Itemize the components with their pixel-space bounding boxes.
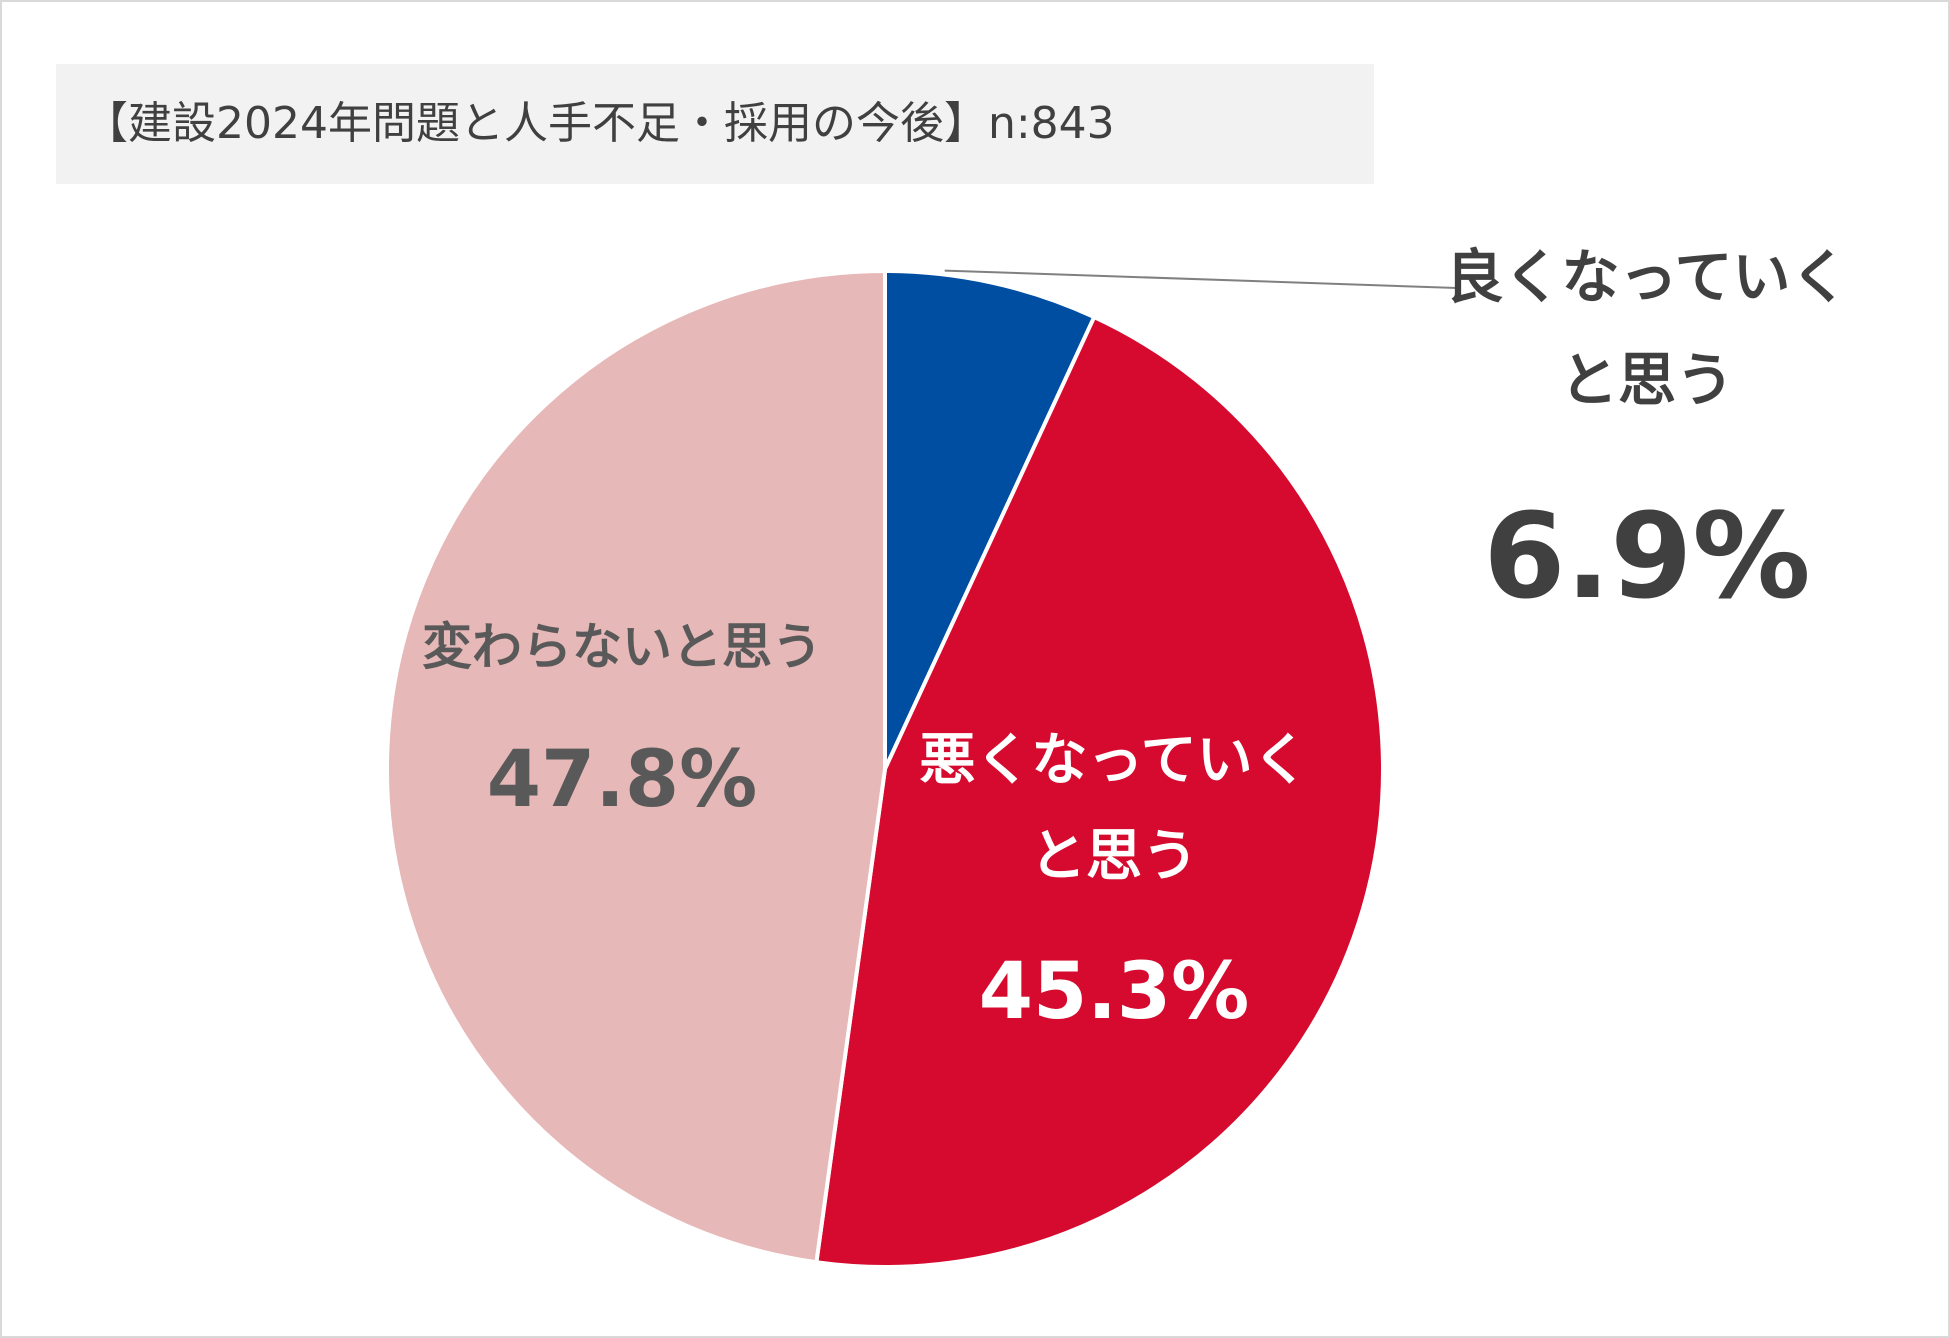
pie-labels: 良くなっていくと思う6.9%悪くなっていくと思う45.3%変わらないと思う47.… [422,243,1849,1037]
pie-slices [385,269,1385,1269]
slice-label-2-line-2: と思う [1030,824,1198,889]
leader-line-1 [944,269,1458,289]
slice-value-label-3: 47.8% [487,735,758,825]
slice-label-3-line-1: 変わらないと思う [422,618,822,676]
pie-slice-2 [814,315,1385,1269]
chart-title-box: 【建設2024年問題と人手不足・採用の今後】n:843 [56,64,1374,184]
slice-value-label-2: 45.3% [979,947,1250,1037]
slice-label-2-line-1: 悪くなっていく [919,728,1308,793]
slice-value-label-1: 6.9% [1483,487,1810,625]
pie-slice-3 [385,269,887,1265]
chart-title: 【建設2024年問題と人手不足・採用の今後】n:843 [84,98,1115,149]
pie-slice-1 [883,269,1097,771]
slice-label-1-line-2: と思う [1560,346,1734,414]
slice-label-1-line-1: 良くなっていく [1445,243,1848,311]
